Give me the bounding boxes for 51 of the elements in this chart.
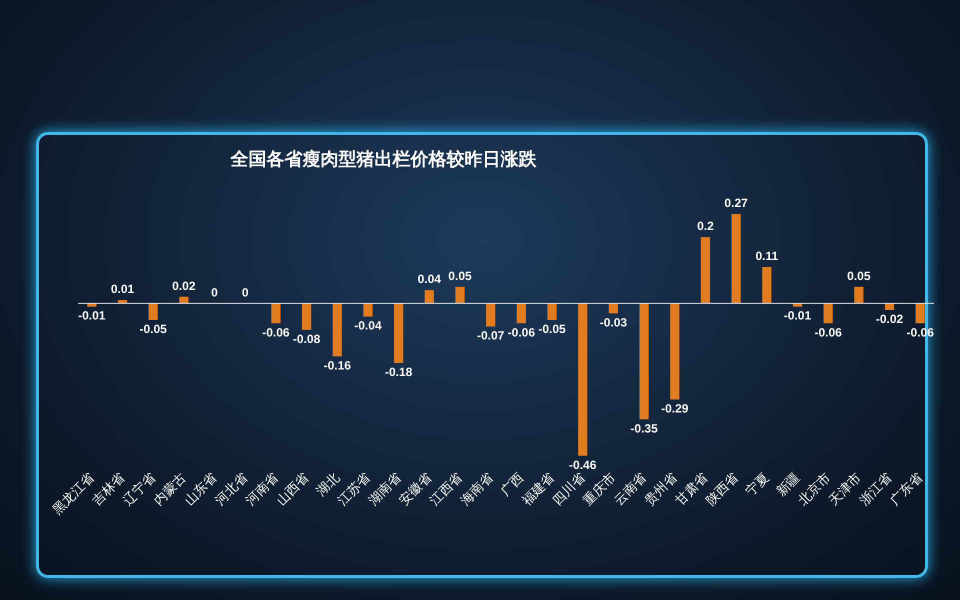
data-label: -0.05 [139,322,168,336]
bar [547,303,557,320]
data-label: -0.06 [508,325,536,340]
bar [824,303,833,324]
x-tick-label: 宁夏 [742,470,772,500]
data-label: -0.16 [324,358,352,372]
data-label: -0.08 [292,332,321,346]
data-label: -0.29 [661,401,689,416]
bar [916,303,925,324]
bar [854,286,864,304]
data-label: -0.18 [384,365,413,379]
data-label: -0.06 [814,325,842,340]
data-label: 0.2 [697,219,714,234]
data-label: -0.02 [876,312,904,326]
data-label: 0.01 [110,282,134,296]
bar [732,214,741,304]
data-label: -0.07 [476,328,505,343]
data-label: -0.46 [569,458,597,472]
data-label: -0.01 [784,308,812,323]
bar [332,303,342,356]
bar [486,303,496,327]
bar [148,303,158,320]
data-label: -0.01 [78,308,106,323]
data-label: -0.06 [262,325,290,340]
bar [670,303,680,400]
data-label: 0.11 [755,248,778,263]
data-label: 0.02 [172,278,196,293]
data-label: 0 [211,285,218,300]
bar [762,266,772,304]
bar [578,303,588,456]
chart-title: 全国各省瘦肉型猪出栏价格较昨日涨跌 [229,148,538,170]
bar [271,303,280,324]
bar [394,303,404,363]
bar [179,296,188,304]
bar [639,303,649,420]
data-label: 0.05 [847,268,871,283]
bar [424,290,434,304]
bar [302,303,312,330]
data-label: 0.04 [418,272,442,286]
bar [608,303,618,314]
bar [700,237,710,304]
bar [516,303,526,324]
data-label: 0.05 [448,268,472,283]
data-label: -0.04 [354,318,382,333]
bar [363,303,373,317]
data-label: -0.05 [538,322,566,336]
bar [455,286,465,304]
data-label: 0 [242,285,249,300]
data-label: -0.35 [630,421,658,436]
data-label: 0.27 [724,196,748,210]
data-label: -0.03 [600,315,628,330]
